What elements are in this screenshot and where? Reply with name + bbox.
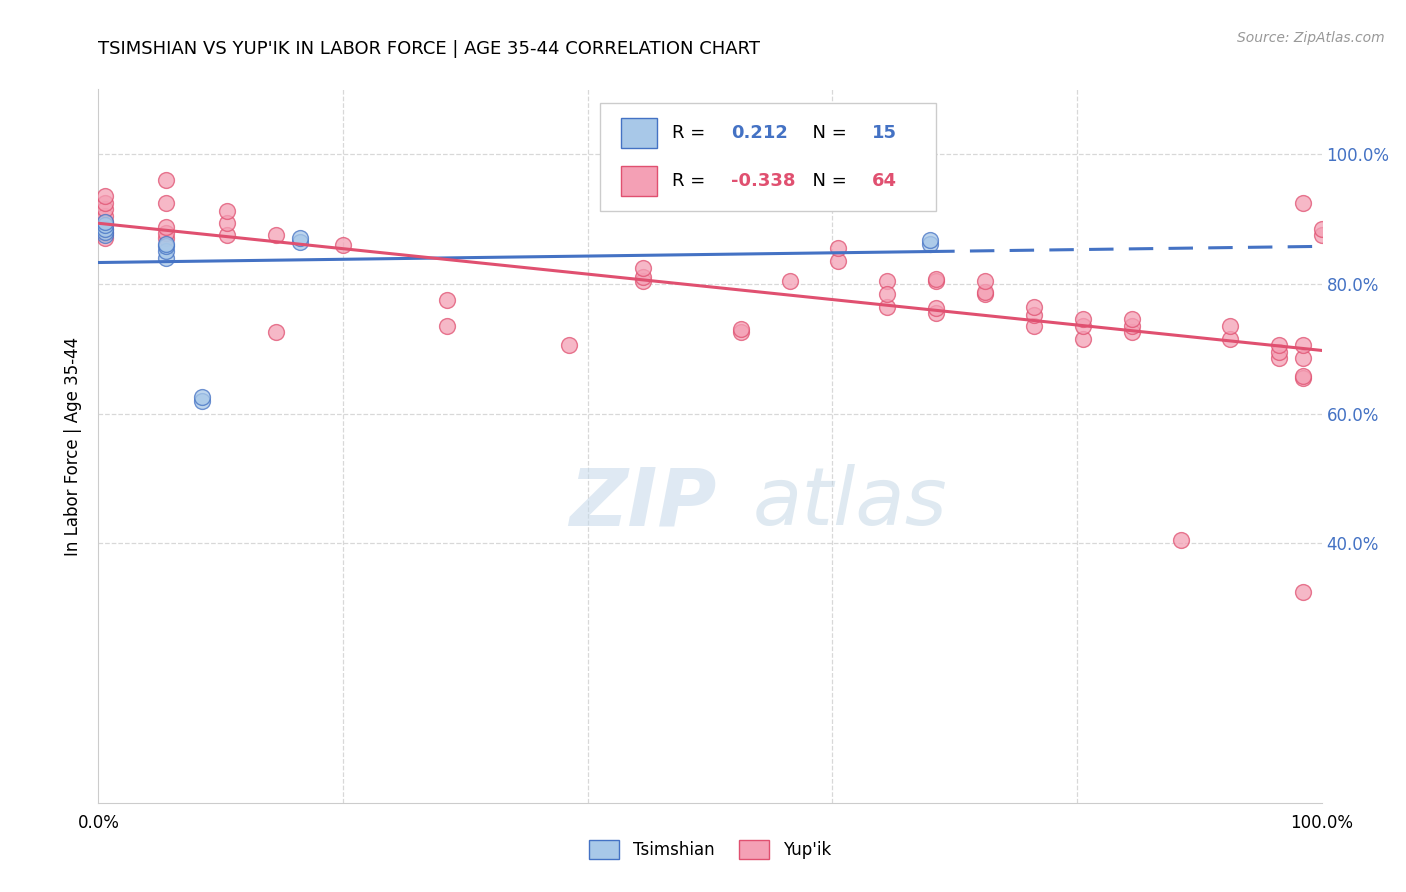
Point <box>876 274 898 288</box>
Point <box>1121 312 1143 326</box>
Point <box>155 195 177 210</box>
Text: R =: R = <box>672 125 711 143</box>
Point <box>215 228 238 243</box>
Point <box>1292 195 1315 210</box>
Point <box>93 219 115 233</box>
Point <box>1292 351 1315 366</box>
Point <box>332 238 354 252</box>
Point <box>93 202 115 217</box>
Point <box>93 221 115 235</box>
Point <box>730 326 752 340</box>
Point <box>290 231 312 245</box>
Point <box>93 225 115 239</box>
Point <box>974 285 997 299</box>
Point <box>1121 326 1143 340</box>
Point <box>264 326 287 340</box>
Point <box>155 244 177 259</box>
Text: TSIMSHIAN VS YUP'IK IN LABOR FORCE | AGE 35-44 CORRELATION CHART: TSIMSHIAN VS YUP'IK IN LABOR FORCE | AGE… <box>98 40 761 58</box>
Point <box>1219 318 1241 333</box>
Point <box>920 233 942 247</box>
Point <box>1310 228 1333 243</box>
Y-axis label: In Labor Force | Age 35-44: In Labor Force | Age 35-44 <box>65 336 83 556</box>
Point <box>925 301 948 316</box>
Point <box>920 236 942 251</box>
FancyBboxPatch shape <box>620 166 658 196</box>
Point <box>436 318 458 333</box>
Text: N =: N = <box>800 125 852 143</box>
Point <box>155 239 177 253</box>
Point <box>93 215 115 229</box>
Point <box>1071 332 1094 346</box>
Point <box>876 286 898 301</box>
FancyBboxPatch shape <box>600 103 936 211</box>
Point <box>155 173 177 187</box>
Point <box>155 219 177 234</box>
Point <box>558 338 581 352</box>
Point <box>93 226 115 240</box>
Point <box>1170 533 1192 547</box>
Point <box>1071 318 1094 333</box>
Point <box>191 390 214 404</box>
Point <box>93 215 115 229</box>
Point <box>974 286 997 301</box>
Point <box>974 274 997 288</box>
Point <box>264 228 287 243</box>
Point <box>290 235 312 249</box>
Point <box>215 217 238 231</box>
Point <box>155 236 177 251</box>
Point <box>827 254 849 268</box>
Point <box>1268 345 1291 359</box>
Point <box>1268 338 1291 352</box>
Point <box>1024 308 1046 322</box>
Point <box>191 393 214 408</box>
Text: R =: R = <box>672 172 711 190</box>
Text: 15: 15 <box>872 125 897 143</box>
Point <box>1310 221 1333 235</box>
Text: atlas: atlas <box>752 464 948 542</box>
Point <box>631 260 654 275</box>
Point <box>631 270 654 285</box>
Point <box>730 322 752 336</box>
Point <box>1071 312 1094 326</box>
Point <box>1219 332 1241 346</box>
Point <box>1292 368 1315 383</box>
Point <box>155 251 177 265</box>
Text: 0.212: 0.212 <box>731 125 787 143</box>
Point <box>1292 338 1315 352</box>
Point <box>1024 318 1046 333</box>
Legend: Tsimshian, Yup'ik: Tsimshian, Yup'ik <box>582 833 838 866</box>
FancyBboxPatch shape <box>620 119 658 148</box>
Point <box>827 241 849 255</box>
Text: -0.338: -0.338 <box>731 172 796 190</box>
Point <box>93 228 115 243</box>
Point <box>155 226 177 240</box>
Point <box>93 189 115 203</box>
Point <box>436 293 458 307</box>
Text: N =: N = <box>800 172 852 190</box>
Point <box>215 204 238 219</box>
Point <box>631 274 654 288</box>
Point <box>779 274 801 288</box>
Text: ZIP: ZIP <box>569 464 717 542</box>
Point <box>1292 371 1315 385</box>
Point <box>1292 585 1315 599</box>
Point <box>93 221 115 235</box>
Point <box>93 209 115 223</box>
Point <box>925 271 948 285</box>
Point <box>925 306 948 320</box>
Point <box>93 195 115 210</box>
Point <box>1121 318 1143 333</box>
Text: Source: ZipAtlas.com: Source: ZipAtlas.com <box>1237 31 1385 45</box>
Point <box>1024 300 1046 314</box>
Point <box>1268 351 1291 366</box>
Point <box>876 300 898 314</box>
Text: 64: 64 <box>872 172 897 190</box>
Point <box>925 274 948 288</box>
Point <box>155 231 177 245</box>
Point <box>93 231 115 245</box>
